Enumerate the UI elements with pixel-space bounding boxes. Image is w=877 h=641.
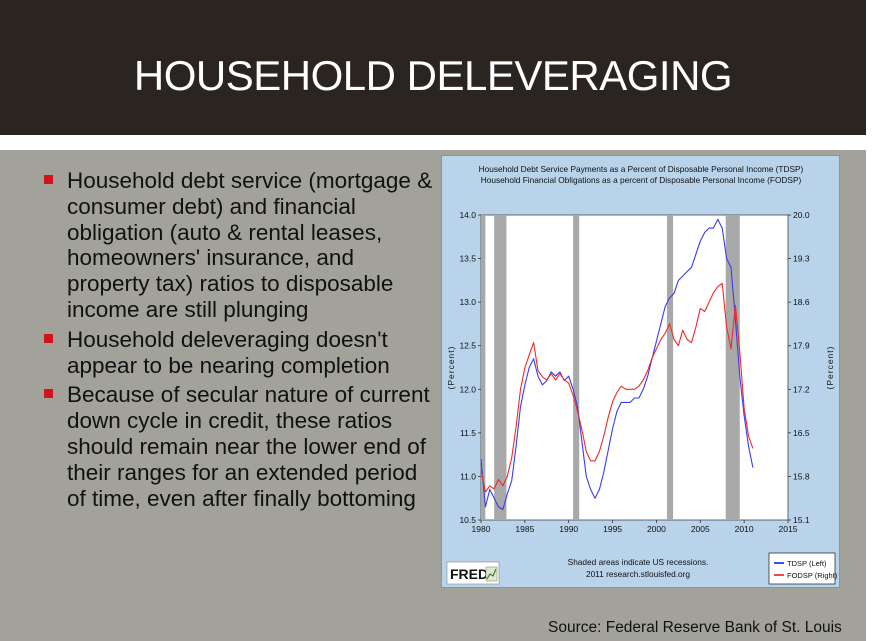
bullet-item: Household deleveraging doesn't appear to… <box>44 327 434 379</box>
right-tick-label: 15.8 <box>793 471 810 481</box>
x-tick-label: 1990 <box>559 524 578 534</box>
recession-band <box>481 215 486 520</box>
left-tick-label: 12.5 <box>459 341 476 351</box>
x-tick-label: 1980 <box>472 524 491 534</box>
series-line-tdsp <box>480 218 754 511</box>
left-tick-label: 13.0 <box>459 297 476 307</box>
right-tick-label: 16.5 <box>793 428 810 438</box>
source-note: Source: Federal Reserve Bank of St. Loui… <box>548 619 842 636</box>
bullet-text: Household debt service (mortgage & consu… <box>67 168 433 322</box>
recession-band <box>725 215 740 520</box>
recession-band <box>666 215 674 520</box>
bullet-marker-icon <box>44 333 53 343</box>
fred-logo-icon <box>485 566 498 582</box>
left-tick-label: 10.5 <box>459 515 476 525</box>
left-tick-label: 12.0 <box>459 384 476 394</box>
legend-box <box>768 552 836 585</box>
chart-footer-line: 2011 research.stlouisfed.org <box>586 569 690 579</box>
x-tick-label: 1985 <box>515 524 534 534</box>
x-tick-label: 1995 <box>603 524 622 534</box>
slide-title: HOUSEHOLD DELEVERAGING <box>133 52 733 99</box>
bullet-marker-icon <box>44 389 53 399</box>
bullet-text: Household deleveraging doesn't appear to… <box>67 326 390 378</box>
plot-area <box>480 214 789 521</box>
y-axis-label-right: (Percent) <box>825 346 835 390</box>
right-tick-label: 17.9 <box>793 341 810 351</box>
x-tick-label: 2015 <box>779 524 798 534</box>
recession-band <box>494 215 507 520</box>
bullet-item: Because of secular nature of current dow… <box>44 382 434 511</box>
legend-label: FODSP (Right) <box>787 571 838 580</box>
chart-title-line: Household Debt Service Payments as a Per… <box>479 164 804 174</box>
bullet-list: Household debt service (mortgage & consu… <box>44 168 434 515</box>
x-tick-label: 2000 <box>647 524 666 534</box>
chart-footer-line: Shaded areas indicate US recessions. <box>568 557 709 567</box>
right-tick-label: 18.6 <box>793 297 810 307</box>
fred-logo-icon-line <box>486 568 497 580</box>
left-tick-label: 11.5 <box>460 428 476 438</box>
bullet-text: Because of secular nature of current dow… <box>67 382 430 511</box>
x-tick-label: 2005 <box>691 524 710 534</box>
right-tick-label: 15.1 <box>793 515 810 525</box>
chart-panel: Household Debt Service Payments as a Per… <box>441 155 840 588</box>
fred-logo: FRED <box>450 566 488 582</box>
x-tick-label: 2010 <box>735 524 754 534</box>
fred-chart: Household Debt Service Payments as a Per… <box>446 164 838 585</box>
right-tick-label: 19.3 <box>793 254 810 264</box>
left-tick-label: 13.5 <box>459 254 476 264</box>
series-line-fodsp <box>480 282 754 493</box>
bullet-item: Household debt service (mortgage & consu… <box>44 168 434 323</box>
recession-band <box>573 215 580 520</box>
legend-label: TDSP (Left) <box>787 559 827 568</box>
bullet-marker-icon <box>44 175 53 184</box>
right-tick-label: 17.2 <box>793 384 810 394</box>
chart-title-line: Household Financial Obligations as a per… <box>481 175 802 185</box>
title-bar: HOUSEHOLD DELEVERAGING <box>0 0 866 135</box>
y-axis-label-left: (Percent) <box>446 346 456 390</box>
right-tick-label: 20.0 <box>793 210 810 220</box>
left-tick-label: 14.0 <box>459 210 476 220</box>
left-tick-label: 11.0 <box>460 471 476 481</box>
